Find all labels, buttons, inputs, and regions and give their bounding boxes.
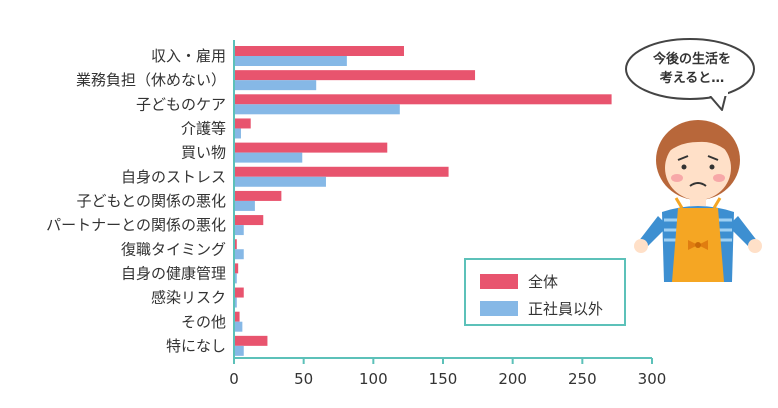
bar-series-2-cat-10	[234, 273, 237, 284]
category-label: パートナーとの関係の悪化	[46, 216, 226, 234]
legend-item-series-1: 全体	[480, 271, 558, 292]
category-label: 自身のストレス	[121, 168, 226, 186]
legend-label-series-1: 全体	[528, 273, 559, 291]
bar-series-1-cat-2	[234, 70, 476, 81]
bar-series-2-cat-13	[234, 345, 244, 356]
bar-series-1-cat-11	[234, 287, 244, 298]
bar-series-1-cat-9	[234, 239, 237, 250]
bar-series-2-cat-9	[234, 249, 244, 260]
bar-series-1-cat-4	[234, 118, 251, 129]
bar-series-2-cat-6	[234, 176, 326, 187]
bar-series-1-cat-3	[234, 94, 612, 105]
bar-series-2-cat-8	[234, 225, 244, 236]
category-label: 介護等	[181, 120, 226, 138]
bar-series-2-cat-7	[234, 200, 255, 211]
bar-series-1-cat-5	[234, 142, 388, 153]
category-label: 特になし	[166, 337, 226, 355]
category-label: 復職タイミング	[121, 240, 226, 258]
bar-series-2-cat-4	[234, 128, 241, 139]
x-tick-label: 50	[294, 370, 313, 388]
bar-series-1-cat-6	[234, 166, 449, 177]
legend: 全体 正社員以外	[464, 258, 626, 326]
bar-series-1-cat-7	[234, 190, 282, 201]
bar-series-1-cat-10	[234, 263, 239, 274]
legend-swatch-series-2	[480, 301, 518, 316]
x-tick-label: 100	[359, 370, 388, 388]
category-label: 子どもとの関係の悪化	[76, 192, 226, 210]
bar-series-1-cat-8	[234, 215, 264, 226]
speech-bubble-shape	[625, 38, 755, 111]
category-label: 収入・雇用	[151, 47, 226, 65]
worried-woman-illustration	[634, 120, 762, 282]
bar-series-2-cat-1	[234, 56, 347, 66]
bubble-line-2: 考えると…	[659, 71, 725, 86]
category-label: その他	[181, 313, 226, 331]
x-tick-label: 300	[638, 370, 667, 388]
x-tick-label: 250	[568, 370, 597, 388]
x-ticks: 0 50 100 150 200 250 300	[229, 358, 666, 388]
bar-series-2-cat-11	[234, 297, 237, 308]
category-label: 感染リスク	[151, 289, 226, 307]
x-tick-label: 0	[229, 370, 239, 388]
speech-bubble: 今後の生活を 考えると…	[622, 34, 762, 112]
legend-item-series-2: 正社員以外	[480, 298, 603, 319]
bar-series-2-cat-12	[234, 321, 243, 332]
bar-series-1-cat-13	[234, 335, 268, 346]
category-label: 子どものケア	[136, 95, 226, 113]
category-label: 買い物	[181, 144, 226, 162]
bar-series-2-cat-5	[234, 152, 303, 163]
bar-series-1-cat-12	[234, 311, 240, 322]
x-tick-label: 150	[429, 370, 458, 388]
bar-series-2-cat-3	[234, 104, 400, 115]
category-label: 自身の健康管理	[121, 264, 226, 282]
legend-swatch-series-1	[480, 274, 518, 289]
bar-series-2-cat-2	[234, 80, 317, 91]
x-tick-label: 200	[498, 370, 527, 388]
bars-group	[234, 46, 612, 356]
legend-label-series-2: 正社員以外	[528, 300, 604, 318]
bubble-line-1: 今後の生活を	[652, 52, 731, 67]
category-label: 業務負担（休めない）	[76, 71, 226, 89]
bar-series-1-cat-1	[234, 46, 404, 56]
